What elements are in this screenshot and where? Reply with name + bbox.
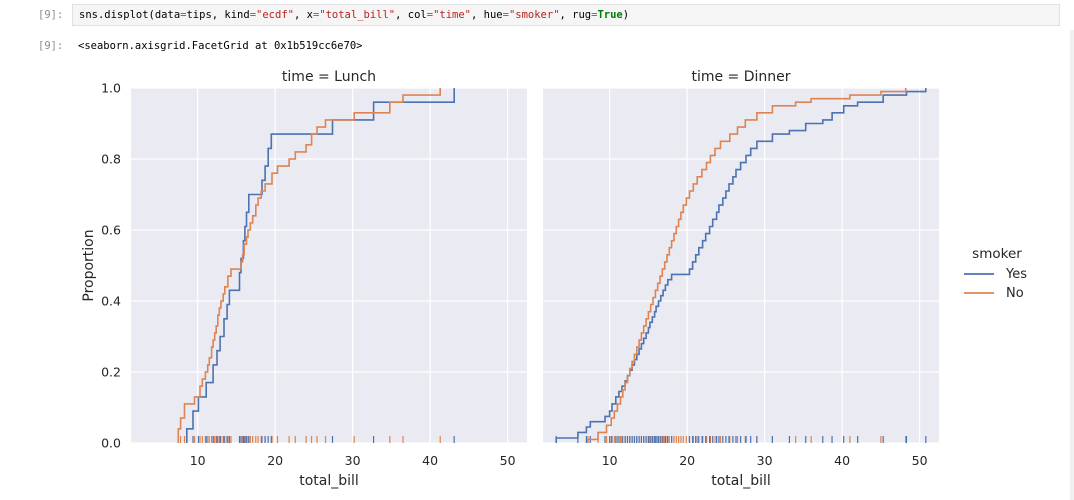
ecdf-line-no	[177, 88, 441, 443]
code-token: "ecdf"	[256, 9, 294, 21]
code-token: =	[312, 9, 320, 21]
y-tick-label: 0.8	[101, 152, 121, 167]
facet-panel-lunch: time = Lunch 10 20 30 40 50 total_bill 0.0 0.2 0.…	[81, 69, 527, 489]
code-token: , col	[395, 9, 427, 21]
axes-background	[543, 88, 939, 443]
legend: smoker Yes No	[964, 246, 1027, 301]
legend-label-yes: Yes	[1005, 267, 1027, 282]
legend-label-no: No	[1006, 286, 1024, 301]
y-tick-label: 0.2	[101, 365, 121, 380]
y-tick-label: 0.4	[101, 294, 121, 309]
code-token: =	[426, 9, 434, 21]
x-tick-label: 10	[190, 453, 206, 468]
panel-title: time = Lunch	[282, 69, 376, 85]
y-axis-label: Proportion	[81, 229, 97, 301]
x-tick-label: 30	[757, 453, 773, 468]
output-prompt: [9]:	[38, 40, 64, 52]
code-token: "time"	[433, 9, 471, 21]
code-token: =	[591, 9, 598, 21]
output-text: <seaborn.axisgrid.FacetGrid at 0x1b519cc…	[78, 40, 363, 52]
code-token: =	[180, 9, 187, 21]
ecdf-line-no	[587, 88, 907, 443]
y-tick-label: 0.0	[101, 436, 121, 451]
x-tick-label: 20	[267, 453, 283, 468]
code-token: , rug	[559, 9, 592, 21]
code-token: )	[622, 9, 630, 21]
legend-title: smoker	[972, 246, 1022, 262]
code-token: , x	[293, 9, 313, 21]
scrollbar[interactable]	[1070, 30, 1074, 500]
axes-background	[131, 88, 527, 443]
x-tick-label: 50	[912, 453, 928, 468]
code-token: tips, kind	[186, 9, 250, 21]
x-axis-label: total_bill	[299, 473, 359, 489]
x-axis-label: total_bill	[711, 473, 771, 489]
x-tick-label: 30	[345, 453, 361, 468]
code-token: =	[502, 9, 509, 21]
code-token: =	[249, 9, 257, 21]
x-tick-label: 40	[834, 453, 850, 468]
facet-panel-dinner: time = Dinner 10 20 30 40 50 total_bill	[543, 69, 939, 489]
code-cell[interactable]: sns.displot(data=tips, kind="ecdf", x="t…	[72, 4, 1060, 26]
code-token: , hue	[471, 9, 503, 21]
x-tick-label: 40	[422, 453, 438, 468]
facet-grid-chart: time = Lunch 10 20 30 40 50 total_bill 0.0 0.2 0.…	[81, 69, 1027, 489]
x-tick-label: 50	[500, 453, 516, 468]
x-tick-label: 20	[679, 453, 695, 468]
input-prompt: [9]:	[38, 9, 64, 21]
code-token: "total_bill"	[319, 9, 396, 21]
code-token: "smoker"	[508, 9, 560, 21]
y-tick-label: 1.0	[101, 81, 121, 96]
panel-title: time = Dinner	[691, 69, 790, 85]
x-tick-label: 10	[602, 453, 618, 468]
y-tick-label: 0.6	[101, 223, 121, 238]
code-token: True	[597, 9, 623, 21]
code-token: sns.displot(data	[79, 9, 181, 21]
